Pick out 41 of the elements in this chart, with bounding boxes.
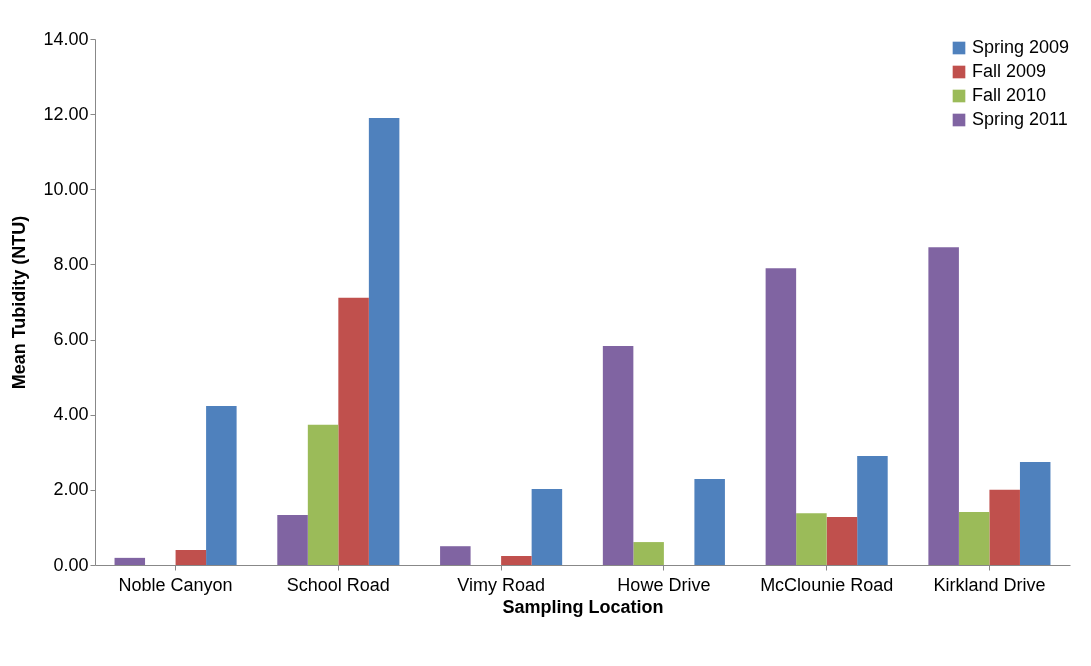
bar: [928, 247, 959, 565]
bar: [633, 542, 664, 565]
bar: [989, 489, 1020, 565]
y-tick-label: 2.00: [53, 479, 89, 500]
bar: [602, 345, 634, 565]
x-tick-label: McClounie Road: [760, 574, 894, 595]
bar: [958, 512, 990, 565]
x-tick-label: Kirkland Drive: [933, 574, 1046, 595]
bar: [694, 478, 725, 565]
y-tick-label: 4.00: [53, 404, 89, 425]
y-tick-label: 6.00: [53, 329, 89, 350]
legend-label: Fall 2009: [972, 61, 1047, 81]
y-tick-label: 10.00: [43, 178, 89, 199]
bar: [175, 549, 207, 565]
y-axis-title: Mean Tubidity (NTU): [9, 215, 30, 390]
legend-label: Spring 2009: [972, 37, 1070, 57]
bar: [206, 406, 237, 565]
bar: [857, 456, 888, 565]
x-tick-label: School Road: [286, 574, 390, 595]
x-axis-title: Sampling Location: [502, 596, 664, 617]
bar: [531, 489, 563, 565]
bar: [765, 268, 797, 565]
bar: [1019, 462, 1051, 565]
legend-label: Spring 2011: [972, 109, 1068, 129]
bar: [307, 424, 339, 565]
x-tick-label: Howe Drive: [617, 574, 711, 595]
y-tick-label: 8.00: [53, 253, 89, 274]
y-tick-label: 0.00: [53, 554, 89, 575]
bar: [796, 513, 827, 565]
legend-label: Fall 2010: [972, 85, 1047, 105]
x-tick-label: Noble Canyon: [118, 574, 233, 595]
bar: [368, 117, 400, 565]
bar: [338, 297, 369, 565]
bar: [826, 516, 858, 565]
x-tick-label: Vimy Road: [457, 574, 545, 595]
bar: [114, 557, 146, 565]
y-tick-label: 14.00: [43, 28, 89, 49]
bar: [440, 546, 471, 565]
y-tick-label: 12.00: [43, 103, 89, 124]
bar: [501, 555, 532, 565]
bar: [277, 515, 308, 565]
